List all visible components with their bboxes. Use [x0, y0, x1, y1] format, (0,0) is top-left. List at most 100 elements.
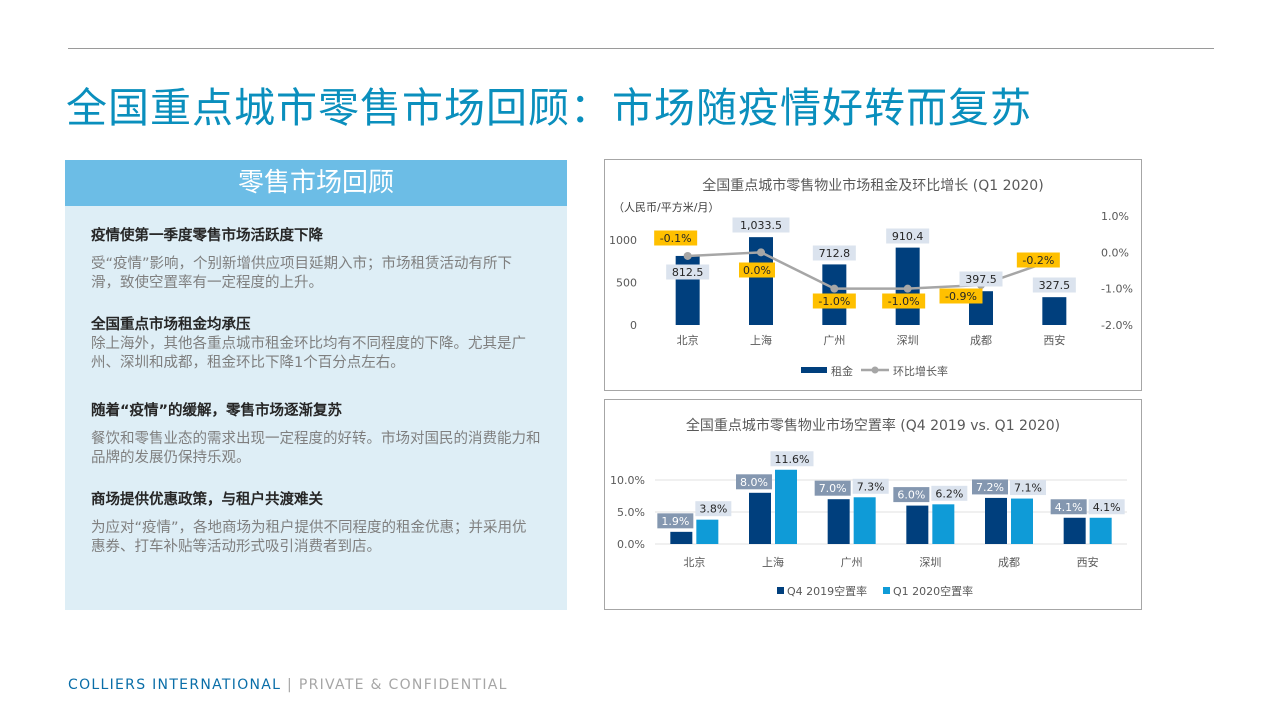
- growth-point: [683, 251, 692, 260]
- x-tick-label: 深圳: [919, 556, 941, 569]
- y-left-tick-label: 500: [616, 277, 637, 290]
- legend-growth-marker: [871, 366, 879, 374]
- legend-rent-label: 租金: [831, 364, 853, 378]
- vacancy-chart: 全国重点城市零售物业市场空置率 (Q4 2019 vs. Q1 2020) 0.0…: [604, 399, 1142, 610]
- growth-data-label-bg: [1016, 252, 1060, 268]
- retail-review-panel: 零售市场回顾 疫情使第一季度零售市场活跃度下降 受“疫情”影响，个别新增供应项目…: [65, 160, 567, 610]
- q1-2020-data-label: 3.8%: [699, 503, 727, 516]
- growth-data-label: -1.0%: [888, 295, 920, 308]
- q4-2019-data-label-bg: [657, 513, 694, 529]
- chart-title: 全国重点城市零售物业市场租金及环比增长 (Q1 2020): [702, 177, 1043, 194]
- q4-2019-data-label: 4.1%: [1055, 501, 1083, 514]
- q1-2020-data-label-bg: [770, 451, 814, 467]
- q4-2019-data-label-bg: [736, 474, 772, 490]
- footer-separator: |: [287, 677, 294, 693]
- point-text: 餐饮和零售业态的需求出现一定程度的好转。市场对国民的消费能力和品牌的发展仍保持乐…: [91, 431, 541, 466]
- y-right-tick-label: 1.0%: [1101, 210, 1129, 223]
- rent-bar: [1042, 297, 1067, 325]
- growth-data-label: -0.9%: [945, 290, 977, 303]
- point-text: 为应对“疫情”，各地商场为租户提供不同程度的租金优惠；并采用优惠券、打车补贴等活…: [91, 520, 527, 555]
- chart-title: 全国重点城市零售物业市场空置率 (Q4 2019 vs. Q1 2020): [686, 417, 1060, 434]
- q4-2019-bar: [906, 505, 929, 544]
- rent-data-label-bg: [886, 228, 930, 244]
- x-tick-label: 成都: [970, 334, 992, 347]
- growth-data-label-bg: [739, 262, 775, 278]
- y-tick-label: 10.0%: [610, 474, 645, 487]
- rent-chart-svg: 全国重点城市零售物业市场租金及环比增长 (Q1 2020) （人民币/平方米/月）…: [609, 177, 1133, 378]
- x-tick-label: 广州: [823, 334, 845, 347]
- growth-data-label: -0.2%: [1022, 254, 1054, 267]
- axis-label-left: （人民币/平方米/月）: [613, 200, 719, 214]
- panel-body: 疫情使第一季度零售市场活跃度下降 受“疫情”影响，个别新增供应项目延期入市；市场…: [65, 206, 567, 557]
- growth-point: [830, 284, 839, 293]
- q4-2019-data-label-bg: [814, 480, 851, 496]
- x-tick-label: 上海: [750, 333, 772, 347]
- q4-2019-data-label: 7.2%: [976, 481, 1004, 494]
- x-tick-label: 西安: [1043, 333, 1065, 347]
- growth-data-label-bg: [939, 288, 983, 304]
- x-tick-label: 上海: [762, 555, 784, 569]
- growth-data-label-bg: [654, 230, 698, 246]
- rent-data-label: 397.5: [965, 273, 997, 286]
- point-title: 商场提供优惠政策，与租户共渡难关: [91, 492, 323, 508]
- review-point: 商场提供优惠政策，与租户共渡难关 为应对“疫情”，各地商场为租户提供不同程度的租…: [91, 490, 541, 557]
- review-point: 全国重点市场租金均承压 除上海外，其他各重点城市租金环比均有不同程度的下降。尤其…: [91, 315, 541, 373]
- footer-brand: COLLIERS INTERNATIONAL: [68, 677, 282, 693]
- q1-2020-bar: [932, 504, 955, 544]
- q1-2020-bar: [1011, 498, 1033, 544]
- vacancy-chart-svg: 全国重点城市零售物业市场空置率 (Q4 2019 vs. Q1 2020) 0.0…: [610, 417, 1127, 598]
- rent-chart: 全国重点城市零售物业市场租金及环比增长 (Q1 2020) （人民币/平方米/月）…: [604, 159, 1142, 391]
- footer: COLLIERS INTERNATIONAL | PRIVATE & CONFI…: [68, 677, 508, 693]
- legend-q4-swatch: [777, 587, 784, 594]
- q4-2019-data-label-bg: [972, 479, 1008, 495]
- growth-data-label: -0.1%: [660, 232, 692, 245]
- q1-2020-bar: [853, 497, 876, 544]
- point-title: 随着“疫情”的缓解，零售市场逐渐复苏: [91, 403, 343, 419]
- q1-2020-bar: [775, 469, 797, 544]
- q4-2019-bar: [670, 531, 693, 544]
- panel-header: 零售市场回顾: [65, 160, 567, 206]
- q1-2020-data-label-bg: [695, 501, 732, 517]
- q1-2020-bar: [1089, 517, 1112, 544]
- q4-2019-data-label-bg: [1050, 499, 1087, 515]
- point-title: 疫情使第一季度零售市场活跃度下降: [91, 228, 323, 244]
- q4-2019-data-label: 7.0%: [819, 482, 847, 495]
- q4-2019-bar: [1063, 517, 1086, 544]
- y-left-tick-label: 0: [630, 319, 637, 332]
- q1-2020-data-label: 7.1%: [1014, 482, 1042, 495]
- review-point: 疫情使第一季度零售市场活跃度下降 受“疫情”影响，个别新增供应项目延期入市；市场…: [91, 226, 541, 293]
- x-tick-label: 成都: [998, 556, 1020, 569]
- x-tick-label: 西安: [1077, 555, 1099, 569]
- rent-data-label-bg: [666, 264, 710, 280]
- q1-2020-data-label-bg: [852, 478, 889, 494]
- rent-data-label: 1,033.5: [740, 219, 782, 232]
- q4-2019-bar: [827, 499, 850, 544]
- growth-data-label-bg: [812, 293, 856, 309]
- q4-2019-data-label: 1.9%: [661, 515, 689, 528]
- growth-data-label: 0.0%: [743, 264, 771, 277]
- point-text: 除上海外，其他各重点城市租金环比均有不同程度的下降。尤其是广州、深圳和成都，租金…: [91, 336, 526, 371]
- review-point: 随着“疫情”的缓解，零售市场逐渐复苏 餐饮和零售业态的需求出现一定程度的好转。市…: [91, 401, 541, 468]
- rent-data-label-bg: [732, 217, 790, 233]
- q4-2019-data-label-bg: [893, 487, 930, 503]
- rent-data-label: 712.8: [819, 247, 851, 260]
- legend-rent-swatch: [801, 367, 827, 373]
- q4-2019-data-label: 8.0%: [740, 476, 768, 489]
- q1-2020-data-label-bg: [1010, 480, 1046, 496]
- rent-data-label: 327.5: [1039, 279, 1071, 292]
- y-tick-label: 0.0%: [617, 538, 645, 551]
- x-tick-label: 北京: [683, 555, 705, 569]
- top-rule: [68, 48, 1214, 49]
- rent-data-label-bg: [959, 271, 1003, 287]
- x-tick-label: 广州: [841, 556, 863, 569]
- q4-2019-data-label: 6.0%: [897, 489, 925, 502]
- q4-2019-bar: [749, 492, 771, 544]
- y-left-tick-label: 1000: [609, 234, 637, 247]
- q1-2020-data-label: 4.1%: [1093, 501, 1121, 514]
- growth-data-label: -1.0%: [818, 295, 850, 308]
- legend-q4-label: Q4 2019空置率: [787, 584, 867, 598]
- y-right-tick-label: 0.0%: [1101, 246, 1129, 259]
- growth-point: [903, 284, 912, 293]
- q1-2020-data-label: 6.2%: [935, 487, 963, 500]
- legend-growth-label: 环比增长率: [893, 364, 948, 378]
